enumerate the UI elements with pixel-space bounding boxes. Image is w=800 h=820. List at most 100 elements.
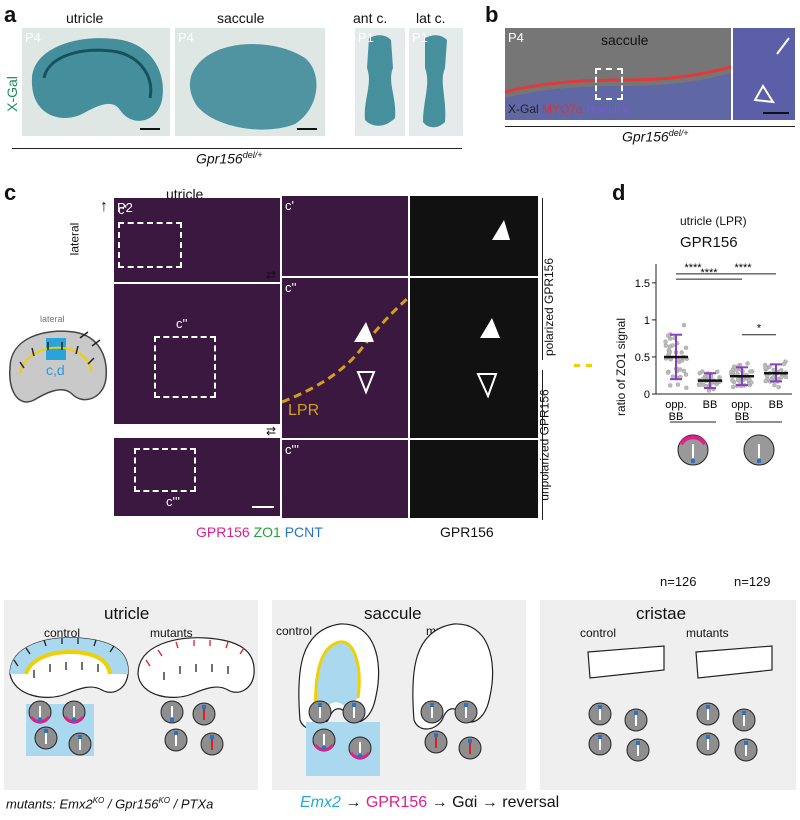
schematic-lateral: lateral	[40, 314, 65, 324]
significance-label: ****	[684, 262, 702, 274]
x-tick-label: opp.	[665, 399, 686, 411]
lat-crista-stage: P1	[412, 30, 428, 45]
panel-a-letter: a	[4, 2, 17, 27]
mutants-footer: mutants: Emx2KO / Gpr156KO / PTXa	[6, 796, 213, 811]
footer-mid: / Gpr156	[104, 796, 159, 812]
basal-body	[598, 735, 602, 739]
n-label-1: n=126	[660, 574, 697, 589]
utricle-schematic-drawing	[9, 330, 108, 403]
box-c-double-prime	[154, 336, 216, 398]
pathway-arrow-icon: →	[345, 794, 362, 811]
data-point	[675, 382, 681, 387]
basal-body	[210, 735, 214, 739]
y-tick-label: 0.5	[635, 352, 650, 364]
basal-body	[318, 703, 322, 707]
basal-body	[691, 459, 695, 463]
pathway-reversal: reversal	[502, 794, 560, 811]
zoom-c-prime: c'	[282, 196, 408, 276]
data-point	[668, 383, 673, 388]
lat-crista-tissue	[423, 35, 447, 128]
pathway-arrow-icon: →	[431, 794, 448, 811]
xgal-label: X-Gal	[3, 76, 20, 112]
data-point	[776, 384, 781, 390]
data-point	[747, 377, 752, 382]
unpolarized-label: unpolarized GPR156	[537, 389, 552, 501]
filled-arrowhead-icon	[354, 322, 374, 342]
panel-a-genotype: Gpr156del/+	[196, 150, 262, 167]
basal-body	[434, 733, 438, 737]
cristae-mutants-label: mutants	[686, 626, 729, 640]
box-c-triple-prime-label: c'''	[166, 494, 180, 509]
gray-c-prime	[410, 196, 538, 276]
basal-body	[706, 735, 710, 739]
data-point	[717, 375, 722, 380]
utricle-control-label: control	[44, 626, 81, 640]
data-point	[681, 322, 687, 328]
significance-label: *	[757, 323, 762, 335]
data-point	[764, 373, 770, 379]
chart-title: GPR156	[680, 234, 738, 251]
inset-arrows	[753, 37, 790, 104]
pathway-emx2: Emx2	[300, 794, 341, 811]
pathway: Emx2 → GPR156 → Gαi → reversal	[300, 794, 559, 812]
legend-myo7a: MYO7a	[542, 102, 583, 116]
ant-crista-tissue	[364, 35, 396, 126]
box-c-prime	[118, 222, 182, 268]
panel-b-title: saccule	[601, 32, 649, 48]
panel-c-stage: P2	[117, 200, 133, 215]
open-arrowhead-icon	[356, 371, 376, 395]
connector-arrow-icon: ⇄	[266, 268, 277, 282]
utricle-panel-middle: c''	[114, 284, 280, 424]
utricle-mutants-label: mutants	[150, 626, 193, 640]
x-tick-label: BB	[735, 411, 750, 423]
basal-body	[72, 718, 76, 722]
saccule-section-image: P4 saccule X-Gal MYO7a Hoechst	[505, 28, 795, 120]
genotype-base: Gpr156	[622, 128, 669, 145]
basal-body	[44, 729, 48, 733]
panel-b-stage: P4	[508, 30, 524, 45]
data-point	[663, 343, 669, 348]
data-point	[663, 339, 668, 344]
panel-a-title-lat: lat c.	[416, 10, 446, 26]
polarized-bracket	[542, 198, 543, 360]
data-point	[683, 372, 689, 377]
footer-mutants: mutants: Emx2	[6, 796, 93, 812]
polarized-label: polarized GPR156	[542, 257, 557, 357]
open-arrowhead-icon	[476, 373, 498, 399]
panel-b-genotype: Gpr156del/+	[622, 128, 688, 145]
basal-body	[322, 746, 326, 750]
footer-ko-1: KO	[92, 796, 105, 805]
basal-body	[636, 741, 640, 745]
x-tick-label: BB	[703, 399, 718, 411]
x-tick-label: opp.	[731, 399, 752, 411]
data-point	[684, 385, 689, 390]
basal-body	[634, 711, 638, 715]
data-point	[681, 368, 687, 374]
y-tick-label: 1.5	[635, 278, 650, 290]
lpr-line	[282, 296, 408, 404]
basal-body	[598, 705, 602, 709]
pathway-gpr156: GPR156	[365, 794, 428, 811]
data-point	[729, 369, 734, 375]
zoom-c-double-prime-label: c''	[285, 280, 297, 295]
cristae-drawings	[587, 645, 773, 679]
lateral-axis-label: lateral	[67, 222, 82, 256]
gray-c-double-prime	[410, 278, 538, 438]
gray-arrows	[492, 220, 510, 240]
basal-body	[170, 718, 174, 722]
panel-a-title-saccule: saccule	[217, 10, 265, 26]
basal-body	[174, 731, 178, 735]
scale-bar	[252, 506, 274, 508]
ant-crista-image: P1	[355, 28, 405, 136]
panel-c-letter: c	[4, 180, 17, 205]
basal-body	[430, 703, 434, 707]
chart-ylabel: ratio of ZO1 signal	[614, 317, 629, 417]
gray-arrows	[476, 318, 500, 399]
legend-xgal: X-Gal	[508, 102, 539, 116]
utricle-control-drawing	[9, 637, 129, 698]
data-point	[731, 364, 737, 369]
cell-diagrams	[28, 700, 758, 762]
basal-body	[464, 703, 468, 707]
filled-arrowhead-icon	[492, 220, 510, 240]
schematic-region: c,d	[46, 362, 65, 378]
